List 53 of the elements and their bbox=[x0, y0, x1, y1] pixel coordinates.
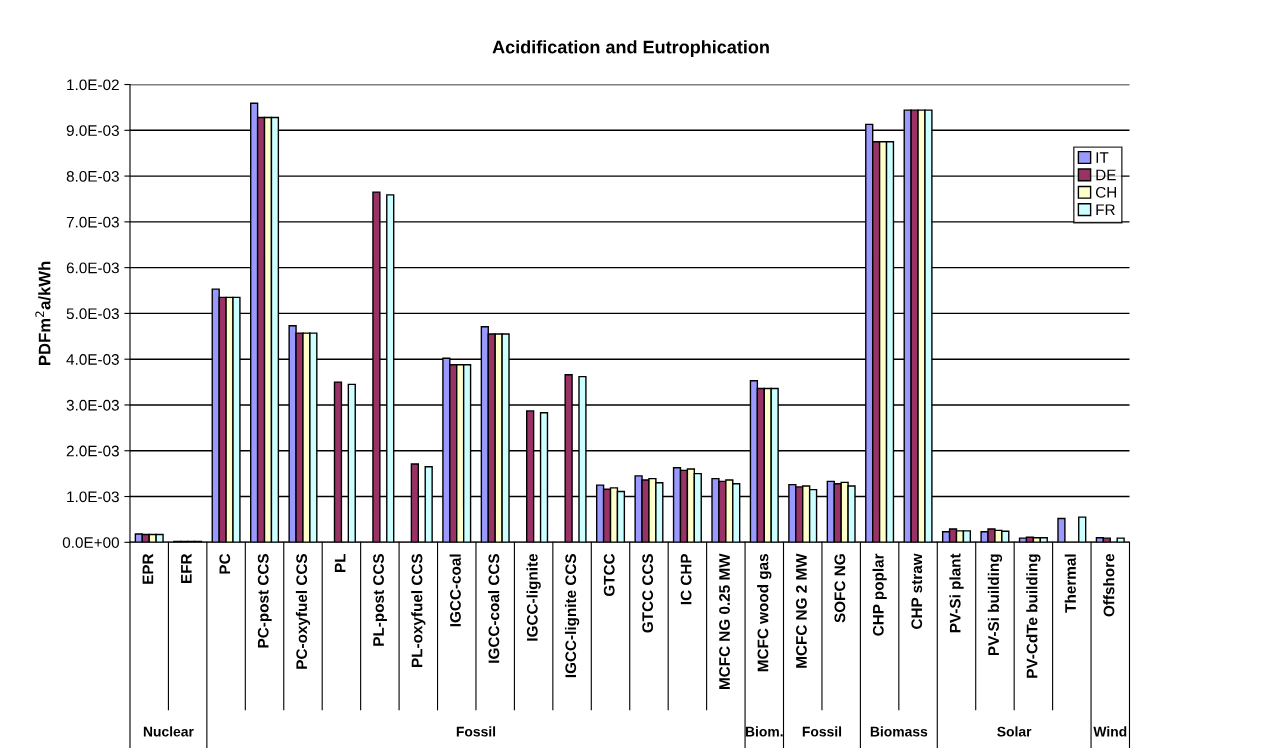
text: Fossil bbox=[802, 726, 842, 737]
x-tick-label: GTCC CCS bbox=[642, 554, 654, 633]
y-tick-label: 9.0E-03 bbox=[66, 125, 119, 136]
x-tick-label: IGCC-lignite bbox=[526, 553, 541, 641]
y-tick-label: 1.0E-03 bbox=[67, 491, 119, 503]
x-tick-label: EFR bbox=[181, 553, 192, 583]
text: Wind bbox=[1093, 726, 1127, 737]
x-tick-label: MCFC NG 0.25 MW bbox=[719, 553, 730, 690]
x-tick-label: MCFC NG 2 MW bbox=[796, 553, 807, 668]
x-tick-label: IGCC-lignite CCS bbox=[564, 554, 580, 678]
y-tick-label: 0.0E+00 bbox=[62, 537, 119, 548]
x-tick-label: SOFC NG bbox=[834, 554, 846, 623]
x-tick-label: PV-CdTe building bbox=[1026, 554, 1041, 678]
legend-label: IT bbox=[1096, 152, 1109, 163]
x-tick-label: GTCC bbox=[603, 553, 615, 597]
y-tick-label: 8.0E-03 bbox=[66, 170, 119, 182]
x-tick-label: Offshore bbox=[1103, 553, 1115, 617]
x-tick-label: PV-Si building bbox=[987, 554, 1003, 656]
y-tick-label: 4.0E-03 bbox=[66, 354, 119, 365]
y-axis-title: PDFm$^{2}$a/kWh bbox=[35, 261, 51, 365]
x-tick-label: PC bbox=[219, 553, 231, 574]
bar bbox=[1078, 516, 1087, 543]
legend-label: CH bbox=[1095, 186, 1117, 198]
x-tick-label: MCFC wood gas bbox=[757, 554, 772, 672]
x-tick-label: PL bbox=[334, 553, 346, 572]
text: Nuclear bbox=[143, 726, 194, 737]
x-tick-label: PC-oxyfuel CCS bbox=[295, 554, 311, 669]
x-tick-label: PL-oxyfuel CCS bbox=[411, 554, 426, 667]
y-tick-label: 1.0E-02 bbox=[67, 79, 119, 91]
y-tick-label: 2.0E-03 bbox=[66, 445, 119, 457]
x-tick-label: IGCC-coal CCS bbox=[488, 554, 500, 663]
text: Biom. bbox=[745, 726, 783, 737]
y-tick-label: 6.0E-03 bbox=[66, 262, 119, 274]
x-tick-label: CHP straw bbox=[911, 553, 923, 629]
x-tick-label: Thermal bbox=[1064, 554, 1076, 613]
text: Biomass bbox=[870, 726, 928, 737]
text: Solar bbox=[997, 726, 1032, 737]
x-tick-label: PV-Si plant bbox=[949, 553, 964, 633]
bar bbox=[1116, 537, 1125, 543]
y-tick-label: 7.0E-03 bbox=[66, 216, 119, 228]
chart-title: Acidification and Eutrophication bbox=[492, 40, 769, 58]
x-tick-label: PC-post CCS bbox=[257, 554, 272, 648]
legend-label: DE bbox=[1096, 169, 1116, 181]
x-tick-label: CHP poplar bbox=[872, 553, 887, 636]
x-tick-label: IGCC-coal bbox=[449, 554, 461, 627]
x-tick-label: PL-post CCS bbox=[373, 554, 387, 646]
x-tick-label: IC CHP bbox=[680, 553, 692, 605]
y-tick-label: 3.0E-03 bbox=[66, 399, 119, 411]
y-tick-label: 5.0E-03 bbox=[66, 308, 119, 320]
legend-label: FR bbox=[1096, 204, 1115, 215]
text: Fossil bbox=[456, 726, 496, 737]
x-tick-label: EPR bbox=[142, 553, 154, 584]
bar bbox=[1057, 517, 1066, 543]
